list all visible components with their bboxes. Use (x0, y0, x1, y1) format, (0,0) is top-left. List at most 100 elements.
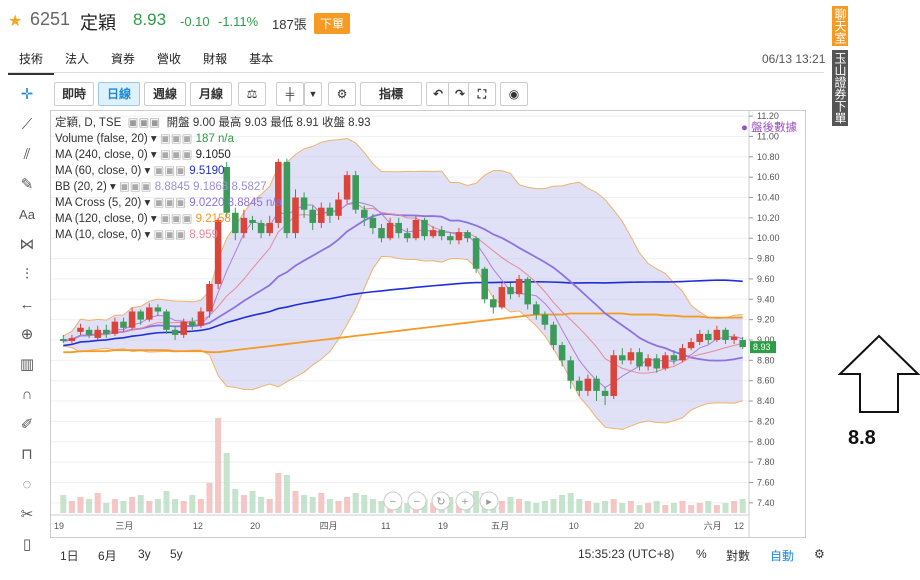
tab-basic[interactable]: 基本 (249, 52, 274, 66)
pitchfork-icon[interactable]: ⫽ (23, 146, 31, 163)
measure-icon[interactable]: ⫶ (25, 266, 29, 283)
compare-icon[interactable]: ⚖ (238, 82, 266, 106)
volume-bar (146, 501, 153, 513)
divider (8, 72, 824, 73)
y-tick-label: 10.20 (757, 213, 780, 223)
indicators-button[interactable]: 指標 (360, 82, 422, 106)
candle-body (292, 197, 299, 234)
tab-financials[interactable]: 財報 (203, 52, 228, 66)
range-3y-button[interactable]: 3y (138, 547, 151, 561)
y-tick-label: 7.40 (757, 498, 775, 508)
tab-revenue[interactable]: 營收 (157, 52, 182, 66)
candle-body (447, 236, 454, 241)
star-icon[interactable]: ★ (8, 13, 23, 30)
candle-body (137, 311, 144, 320)
broker-order-tab[interactable]: 玉山證券下單 (832, 50, 848, 126)
volume-bar (232, 489, 239, 513)
zoom-in-icon[interactable]: ⊕ (20, 326, 34, 343)
interval-monthly-button[interactable]: 月線 (190, 82, 232, 106)
trash-icon[interactable]: ▯ (22, 536, 32, 553)
candle-body (128, 311, 136, 328)
y-tick-label: 7.80 (757, 457, 775, 467)
nav-control (479, 491, 499, 511)
volume-bar (94, 493, 101, 513)
clock-readout: 15:35:23 (UTC+8) (578, 547, 675, 561)
x-tick-label: 六月 (704, 520, 722, 531)
price-chart[interactable]: 11.20 11.00 10.80 10.60 10.40 10.20 10.00 9.80 9… (51, 111, 805, 537)
volume-bar (120, 501, 127, 513)
candle-body (352, 175, 359, 210)
log-scale-button[interactable]: 對數 (726, 549, 751, 563)
x-tick-label: 20 (250, 521, 260, 531)
order-button[interactable]: 下單 (314, 13, 351, 34)
y-tick-label: 11.20 (757, 111, 779, 121)
candle-body (257, 222, 265, 234)
pencil-lock-icon[interactable]: ✐ (20, 416, 34, 433)
chart-area[interactable]: 11.20 11.00 10.80 10.60 10.40 10.20 10.00 9.80 9… (50, 110, 806, 538)
nav-control (407, 491, 427, 511)
range-6m-button[interactable]: 6月 (98, 549, 117, 563)
candle-body (601, 390, 609, 396)
last-price-label: 8.93 (753, 342, 771, 352)
bollinger-upper (63, 138, 743, 337)
volume-bar (688, 505, 695, 513)
candle-body (679, 348, 686, 361)
volume-bar (197, 499, 204, 513)
pattern-icon[interactable]: ⋈ (19, 236, 35, 253)
arrow-left-icon[interactable]: ← (19, 296, 35, 313)
chevron-down-icon[interactable]: ▼ (304, 82, 322, 106)
y-tick-label: 9.20 (757, 315, 775, 325)
y-tick-label: 9.40 (757, 294, 775, 304)
x-tick-label: 五月 (491, 521, 509, 531)
text-tool-icon[interactable]: Aa (19, 207, 35, 222)
range-1d-button[interactable]: 1日 (60, 549, 79, 563)
chatroom-tab[interactable]: 聊天室 (832, 6, 848, 46)
tab-margin[interactable]: 資券 (111, 52, 136, 66)
gear-icon[interactable]: ⚙ (814, 547, 825, 561)
gear-icon[interactable]: ⚙ (328, 82, 356, 106)
candle-body (249, 219, 256, 223)
legend-row-label: MA Cross (5, 20) ▾ (55, 197, 154, 209)
volume-bar (696, 503, 703, 513)
interval-intraday-button[interactable]: 即時 (54, 82, 94, 106)
after-hours-label: 盤後數據 (751, 122, 798, 134)
candle-body (533, 304, 540, 315)
bollinger-band (63, 138, 743, 430)
volume-bar (172, 499, 179, 513)
magnet-icon[interactable]: ∩ (21, 386, 33, 403)
interval-weekly-button[interactable]: 週線 (144, 82, 186, 106)
auto-scale-button[interactable]: 自動 (770, 549, 795, 563)
legend-row-label: Volume (false, 20) ▾ (55, 133, 160, 145)
candle-style-icon[interactable]: ╪ (276, 82, 304, 106)
camera-icon[interactable]: ◉ (500, 82, 528, 106)
volume-bar (189, 495, 196, 513)
brush-icon[interactable]: ✎ (20, 176, 34, 193)
volume-bar (662, 505, 669, 513)
legend-ohlc: 開盤 9.00 最高 9.03 最低 8.91 收盤 8.93 (166, 117, 371, 129)
legend-title: 定穎, D, TSE (55, 117, 122, 129)
crosshair-icon[interactable]: ✛ (20, 86, 34, 103)
tab-institutional[interactable]: 法人 (65, 52, 90, 66)
range-5y-button[interactable]: 5y (170, 547, 183, 561)
price-change: -0.10 (180, 14, 210, 29)
after-hours-toggle[interactable]: ● 盤後數據 (741, 122, 798, 134)
candle-body (490, 299, 497, 308)
trendline-icon[interactable]: ⟋ (21, 116, 33, 133)
interval-daily-button[interactable]: 日線 (98, 82, 140, 106)
legend-row-values: 9.0220 8.8845 n/a (189, 197, 282, 209)
candle-body (644, 358, 652, 367)
percent-scale-button[interactable]: % (696, 547, 707, 561)
tab-technical[interactable]: 技術 (8, 50, 55, 75)
lock-icon[interactable]: ⊓ (21, 446, 33, 463)
legend-row: MA (240, close, 0) ▾ ▣▣▣ 9.1050 (55, 149, 231, 161)
volume-bar (619, 503, 626, 513)
bars-icon[interactable]: ▥ (19, 356, 35, 373)
tools-icon[interactable]: ✂ (20, 506, 34, 523)
candle-body (232, 212, 239, 234)
undo-icon[interactable]: ↶ (426, 82, 450, 106)
legend-row: MA (120, close, 0) ▾ ▣▣▣ 9.2158 (55, 213, 231, 225)
fullscreen-icon[interactable]: ⛶ (468, 82, 496, 106)
quote-header: ★ 6251 定穎 8.93 -0.10 -1.11% 187張 下單 (0, 0, 830, 44)
y-tick-label: 9.80 (757, 254, 775, 264)
eye-off-icon[interactable]: ◌ (22, 476, 32, 493)
